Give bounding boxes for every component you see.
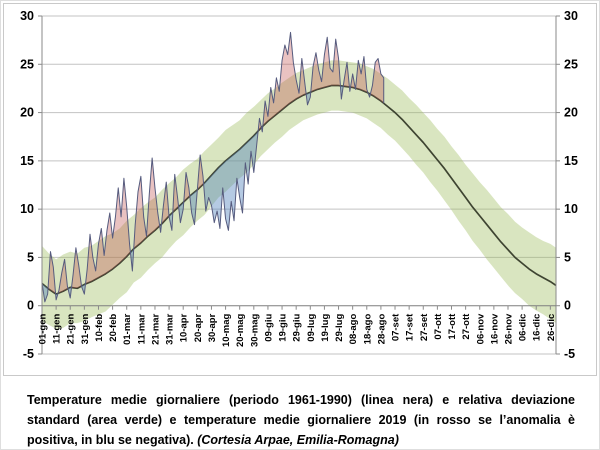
svg-text:29-lug: 29-lug bbox=[334, 314, 345, 342]
svg-text:09-lug: 09-lug bbox=[306, 314, 317, 342]
svg-text:20-mag: 20-mag bbox=[235, 314, 246, 347]
svg-text:30: 30 bbox=[564, 9, 578, 23]
x-axis-labels: 01-gen 11-gen 21-gen 31-gen 10-feb 20-feb 01-m… bbox=[38, 313, 557, 347]
caption-credit: (Cortesia Arpae, Emilia-Romagna) bbox=[197, 432, 399, 447]
svg-text:16-dic: 16-dic bbox=[532, 314, 543, 341]
svg-text:31-gen: 31-gen bbox=[80, 314, 91, 345]
svg-text:28-ago: 28-ago bbox=[376, 314, 387, 345]
y-gridlines bbox=[42, 15, 556, 355]
svg-text:30: 30 bbox=[20, 9, 34, 23]
chart-frame: -5 -5 0 0 5 5 10 10 15 15 20 20 25 25 30 30 01-gen 11-gen… bbox=[3, 3, 597, 376]
svg-text:20-feb: 20-feb bbox=[108, 314, 119, 342]
svg-text:27-set: 27-set bbox=[419, 313, 430, 341]
svg-text:09-giu: 09-giu bbox=[263, 314, 274, 342]
svg-text:07-set: 07-set bbox=[391, 313, 402, 341]
svg-text:29-giu: 29-giu bbox=[292, 314, 303, 342]
svg-text:5: 5 bbox=[27, 250, 34, 264]
axes bbox=[38, 15, 560, 355]
svg-text:-5: -5 bbox=[564, 347, 575, 361]
svg-text:01-gen: 01-gen bbox=[38, 314, 49, 345]
svg-text:11-mar: 11-mar bbox=[136, 313, 147, 344]
svg-text:31-mar: 31-mar bbox=[165, 313, 176, 344]
svg-text:19-giu: 19-giu bbox=[278, 314, 289, 342]
svg-text:0: 0 bbox=[27, 299, 34, 313]
svg-text:20: 20 bbox=[20, 106, 34, 120]
anomaly-positive-area bbox=[42, 32, 384, 295]
svg-text:07-ott: 07-ott bbox=[433, 313, 444, 340]
svg-text:10: 10 bbox=[564, 202, 578, 216]
svg-text:20-apr: 20-apr bbox=[193, 313, 204, 342]
svg-text:30-mag: 30-mag bbox=[249, 314, 260, 347]
svg-text:16-nov: 16-nov bbox=[489, 313, 500, 344]
std-band-area bbox=[42, 60, 556, 329]
svg-text:21-gen: 21-gen bbox=[66, 314, 77, 345]
svg-text:10-mag: 10-mag bbox=[221, 314, 232, 347]
svg-text:15: 15 bbox=[20, 154, 34, 168]
svg-text:17-ott: 17-ott bbox=[447, 313, 458, 340]
svg-text:18-ago: 18-ago bbox=[362, 314, 373, 345]
svg-text:0: 0 bbox=[564, 299, 571, 313]
svg-text:01-mar: 01-mar bbox=[122, 313, 133, 344]
svg-text:11-gen: 11-gen bbox=[52, 314, 63, 344]
svg-text:08-ago: 08-ago bbox=[348, 314, 359, 345]
svg-text:06-dic: 06-dic bbox=[518, 314, 529, 341]
svg-text:10-apr: 10-apr bbox=[179, 313, 190, 342]
svg-text:21-mar: 21-mar bbox=[150, 313, 161, 344]
svg-text:27-ott: 27-ott bbox=[461, 313, 472, 340]
svg-text:15: 15 bbox=[564, 154, 578, 168]
svg-text:30-apr: 30-apr bbox=[207, 313, 218, 342]
svg-text:26-nov: 26-nov bbox=[503, 313, 514, 344]
svg-text:17-set: 17-set bbox=[405, 313, 416, 341]
svg-text:20: 20 bbox=[564, 106, 578, 120]
svg-text:25: 25 bbox=[20, 57, 34, 71]
svg-text:19-lug: 19-lug bbox=[320, 314, 331, 342]
svg-text:10: 10 bbox=[20, 202, 34, 216]
temperature-chart: -5 -5 0 0 5 5 10 10 15 15 20 20 25 25 30 30 01-gen 11-gen… bbox=[20, 9, 578, 361]
series-2019-line bbox=[41, 31, 385, 303]
svg-text:06-nov: 06-nov bbox=[475, 313, 486, 344]
svg-text:-5: -5 bbox=[23, 347, 34, 361]
figure-caption: Temperature medie giornaliere (periodo 1… bbox=[1, 379, 599, 449]
svg-text:5: 5 bbox=[564, 250, 571, 264]
svg-text:26-dic: 26-dic bbox=[546, 314, 557, 341]
y-axis-labels: -5 -5 0 0 5 5 10 10 15 15 20 20 25 25 30 30 bbox=[20, 9, 578, 361]
mean-line bbox=[41, 84, 557, 295]
caption-text: Temperature medie giornaliere (periodo 1… bbox=[27, 393, 575, 447]
svg-text:25: 25 bbox=[564, 57, 578, 71]
svg-text:10-feb: 10-feb bbox=[94, 314, 105, 342]
